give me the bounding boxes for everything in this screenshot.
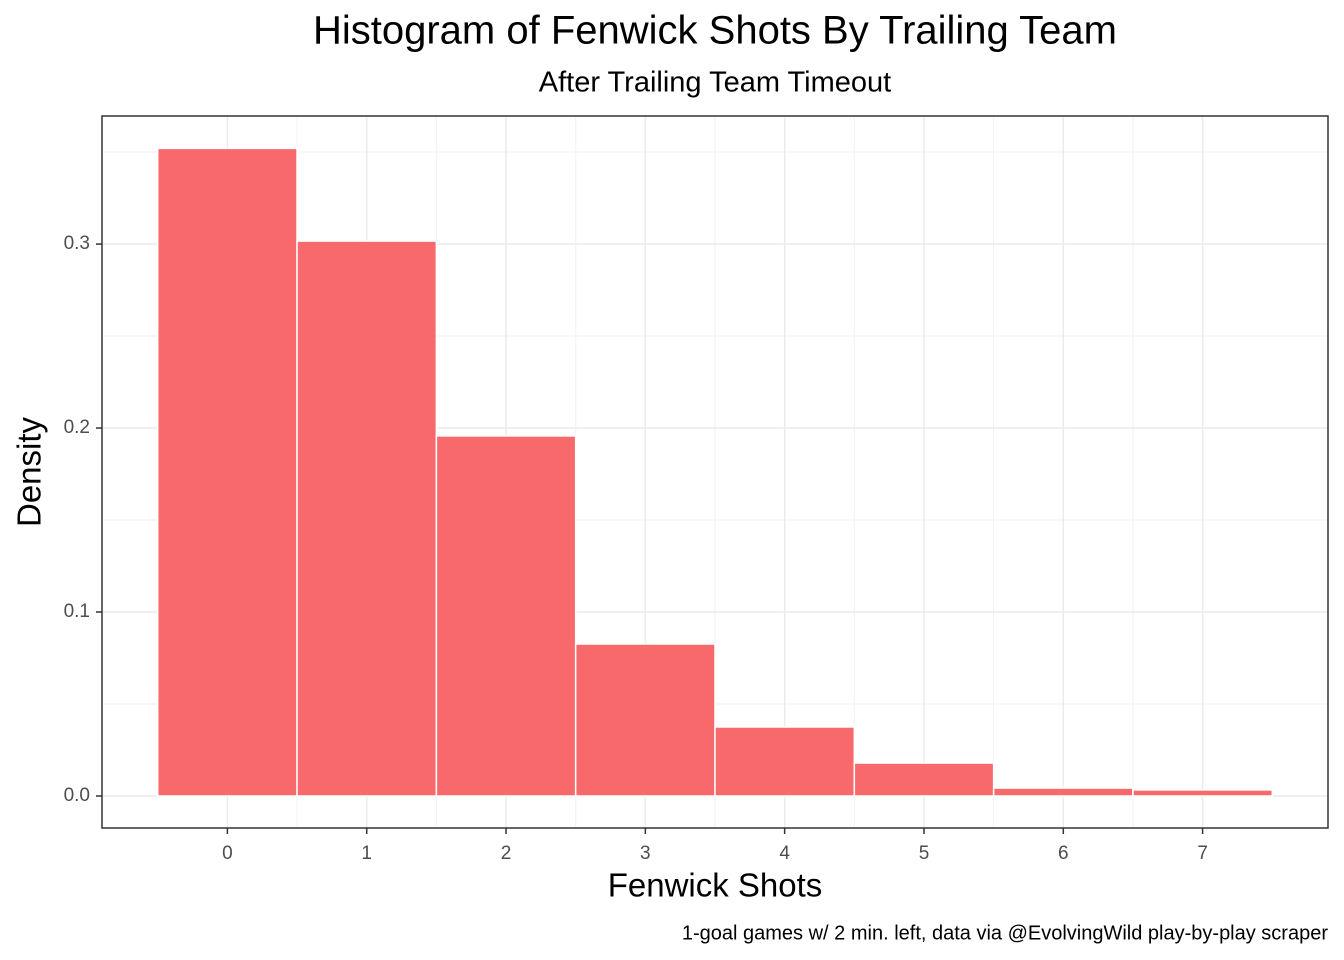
bar <box>435 435 577 797</box>
y-axis-label: Density <box>11 416 48 527</box>
x-tick-label: 7 <box>1197 843 1208 864</box>
bar <box>296 240 438 797</box>
bar <box>992 787 1134 797</box>
chart-subtitle: After Trailing Team Timeout <box>539 67 891 99</box>
x-tick-label: 4 <box>779 843 790 864</box>
plot-border <box>101 115 1329 829</box>
x-tick-label: 5 <box>919 843 930 864</box>
caption: 1-goal games w/ 2 min. left, data via @E… <box>682 922 1328 944</box>
y-tick-label: 0.3 <box>64 233 90 254</box>
bar <box>853 762 995 797</box>
bar <box>1132 789 1274 797</box>
x-tick-label: 2 <box>501 843 512 864</box>
x-tick-label: 0 <box>222 843 233 864</box>
chart-title: Histogram of Fenwick Shots By Trailing T… <box>313 9 1117 53</box>
x-tick-label: 3 <box>640 843 651 864</box>
x-tick-label: 1 <box>361 843 372 864</box>
y-tick-label: 0.2 <box>64 417 90 438</box>
bar <box>574 643 716 797</box>
bar <box>714 726 856 797</box>
bar <box>156 147 298 797</box>
y-tick-label: 0.0 <box>64 785 90 806</box>
x-tick-label: 6 <box>1058 843 1069 864</box>
y-tick-label: 0.1 <box>64 601 90 622</box>
x-axis-label: Fenwick Shots <box>608 867 823 904</box>
